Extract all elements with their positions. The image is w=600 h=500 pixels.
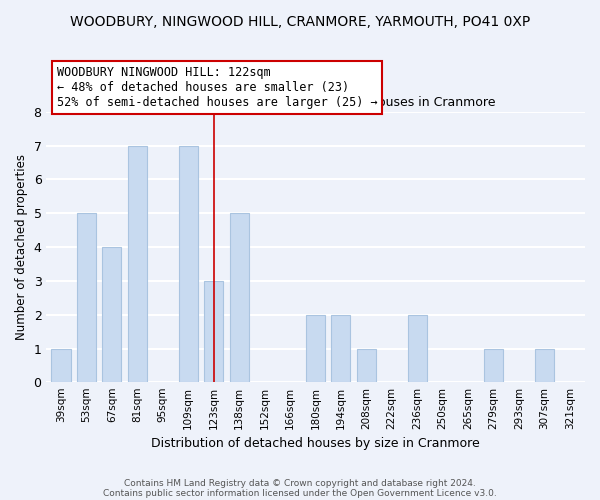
Text: WOODBURY NINGWOOD HILL: 122sqm
← 48% of detached houses are smaller (23)
52% of : WOODBURY NINGWOOD HILL: 122sqm ← 48% of … — [56, 66, 377, 109]
Bar — [407, 314, 427, 382]
Y-axis label: Number of detached properties: Number of detached properties — [15, 154, 28, 340]
X-axis label: Distribution of detached houses by size in Cranmore: Distribution of detached houses by size … — [151, 437, 480, 450]
Bar — [77, 214, 96, 382]
Bar — [103, 247, 121, 382]
Bar — [535, 348, 554, 382]
Bar — [484, 348, 503, 382]
Bar — [204, 281, 223, 382]
Bar — [230, 214, 248, 382]
Bar — [128, 146, 147, 382]
Bar — [331, 314, 350, 382]
Text: Contains HM Land Registry data © Crown copyright and database right 2024.: Contains HM Land Registry data © Crown c… — [124, 478, 476, 488]
Text: WOODBURY, NINGWOOD HILL, CRANMORE, YARMOUTH, PO41 0XP: WOODBURY, NINGWOOD HILL, CRANMORE, YARMO… — [70, 15, 530, 29]
Bar — [306, 314, 325, 382]
Title: Size of property relative to detached houses in Cranmore: Size of property relative to detached ho… — [136, 96, 495, 110]
Bar — [52, 348, 71, 382]
Text: Contains public sector information licensed under the Open Government Licence v3: Contains public sector information licen… — [103, 488, 497, 498]
Bar — [356, 348, 376, 382]
Bar — [179, 146, 198, 382]
